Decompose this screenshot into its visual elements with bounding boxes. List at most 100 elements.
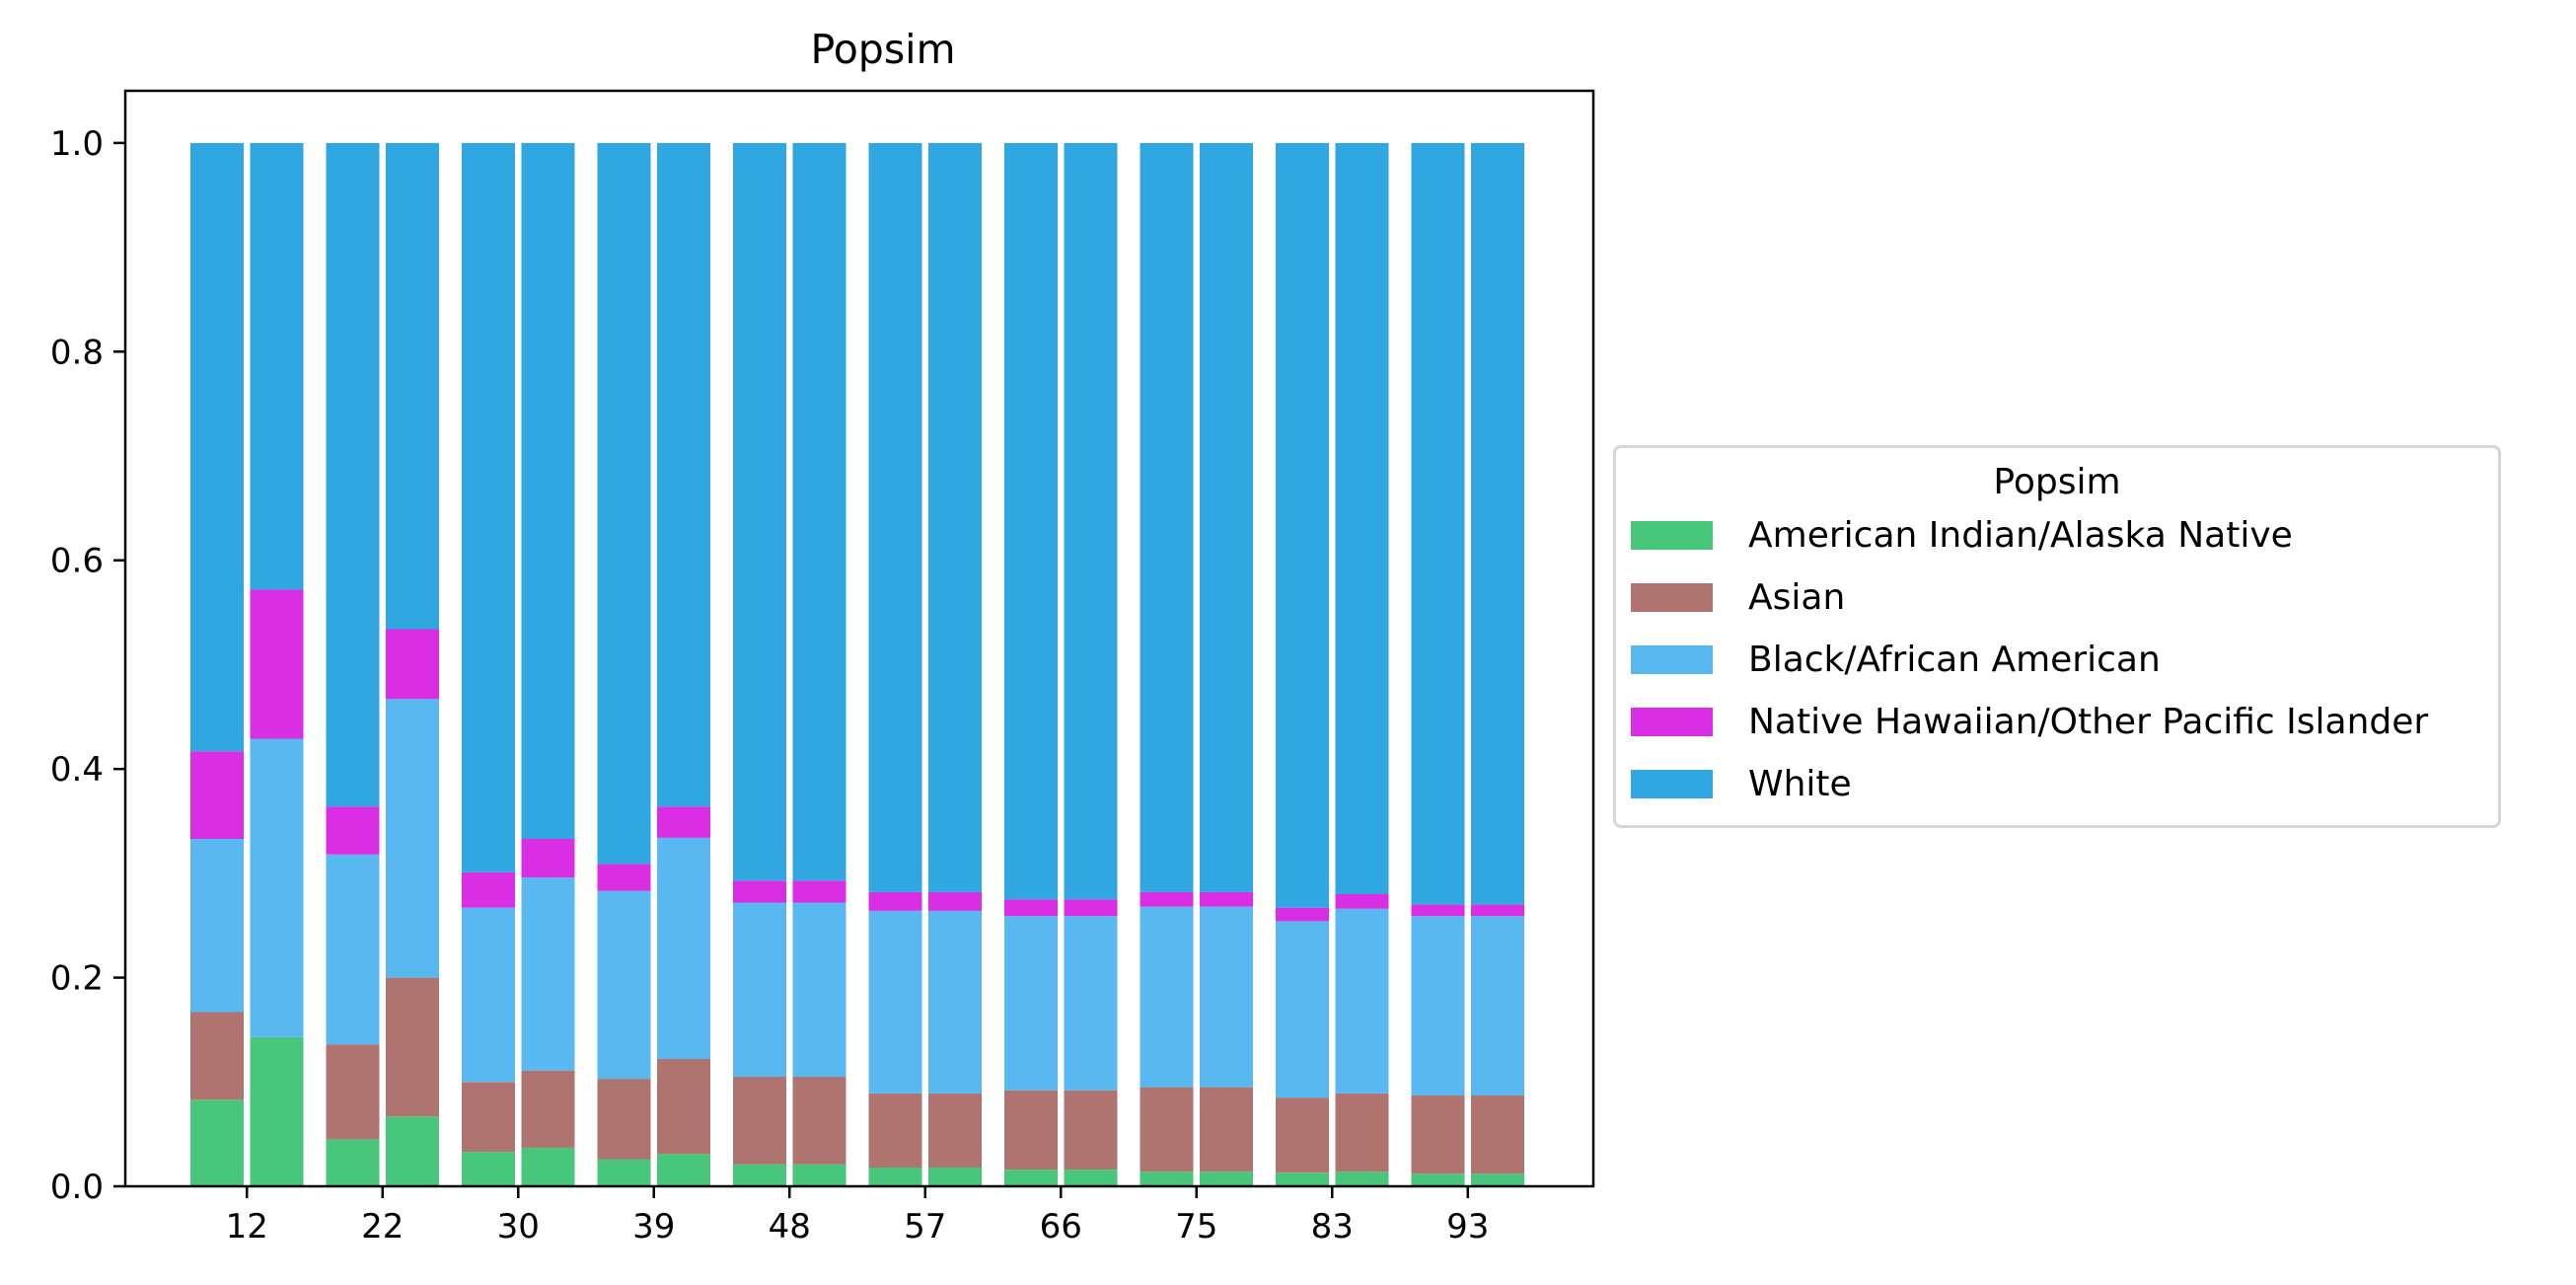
bar-segment-15-series-4 (1200, 142, 1253, 892)
bar-segment-9-series-2 (792, 902, 846, 1077)
bar-segment-2-series-2 (326, 854, 380, 1045)
y-tick-label: 1.0 (50, 124, 104, 164)
bar-segment-0-series-2 (190, 839, 244, 1013)
bar-segment-17-series-2 (1335, 908, 1389, 1094)
bar-segment-14-series-4 (1140, 142, 1194, 892)
bar-segment-14-series-2 (1140, 906, 1194, 1088)
legend-swatch (1631, 582, 1713, 612)
bar-segment-5-series-2 (521, 877, 575, 1071)
bar-segment-9-series-1 (792, 1077, 846, 1165)
bar-segment-9-series-3 (792, 880, 846, 903)
legend-item: American Indian/Alaska Native (1631, 511, 2293, 559)
bar-segment-6-series-3 (597, 864, 651, 891)
y-tick-label: 0.6 (50, 542, 104, 581)
x-tick-label: 22 (361, 1207, 404, 1247)
bar-segment-15-series-3 (1200, 891, 1253, 907)
bar-segment-5-series-3 (521, 839, 575, 878)
bar-segment-12-series-0 (1004, 1170, 1058, 1186)
bar-segment-19-series-2 (1471, 916, 1524, 1096)
x-tick-label: 83 (1311, 1207, 1354, 1247)
bar-segment-17-series-0 (1335, 1172, 1389, 1186)
bar-segment-2-series-4 (326, 142, 380, 807)
bar-segment-1-series-0 (250, 1036, 304, 1186)
bar-segment-19-series-3 (1471, 904, 1524, 917)
bar-segment-6-series-1 (597, 1079, 651, 1160)
bar-segment-17-series-4 (1335, 142, 1389, 894)
bar-segment-8-series-3 (733, 880, 786, 903)
bar-segment-11-series-3 (928, 891, 982, 911)
bar-segment-1-series-2 (250, 738, 304, 1037)
bar-segment-14-series-0 (1140, 1172, 1194, 1186)
bar-segment-10-series-1 (868, 1093, 922, 1168)
legend: Popsim American Indian/Alaska Native Asia… (1613, 445, 2501, 828)
bar-segment-17-series-1 (1335, 1093, 1389, 1172)
x-tick-label: 48 (769, 1207, 811, 1247)
bar-segment-3-series-4 (386, 142, 439, 630)
bar-segment-19-series-0 (1471, 1173, 1524, 1186)
legend-label: White (1748, 763, 1852, 804)
legend-title: Popsim (1993, 462, 2121, 502)
bar-segment-15-series-0 (1200, 1172, 1253, 1186)
bar-segment-5-series-4 (521, 142, 575, 839)
bar-segment-0-series-3 (190, 751, 244, 839)
bar-segment-2-series-1 (326, 1044, 380, 1140)
y-tick-label: 0.2 (50, 959, 104, 999)
legend-swatch (1631, 769, 1713, 798)
y-tick-label: 0.8 (50, 333, 104, 372)
bar-segment-7-series-2 (657, 837, 710, 1059)
bar-segment-7-series-3 (657, 806, 710, 838)
bar-segment-4-series-0 (462, 1152, 515, 1186)
bar-segment-16-series-2 (1276, 921, 1329, 1098)
chart-title: Popsim (810, 26, 955, 73)
bar-segment-12-series-3 (1004, 899, 1058, 917)
bar-segment-16-series-0 (1276, 1172, 1329, 1186)
bar-segment-3-series-2 (386, 699, 439, 978)
bar-segment-7-series-4 (657, 142, 710, 807)
bar-segment-9-series-0 (792, 1164, 846, 1186)
bar-segment-6-series-2 (597, 890, 651, 1080)
bar-segment-18-series-1 (1411, 1096, 1465, 1174)
legend-item: Native Hawaiian/Other Pacific Islander (1631, 698, 2428, 745)
x-tick-label: 12 (226, 1207, 268, 1247)
legend-swatch (1631, 644, 1713, 674)
legend-item: White (1631, 760, 1852, 807)
legend-swatch (1631, 520, 1713, 550)
bar-segment-3-series-1 (386, 977, 439, 1117)
bar-segment-12-series-2 (1004, 916, 1058, 1091)
bar-segment-14-series-3 (1140, 891, 1194, 907)
bar-segment-12-series-4 (1004, 142, 1058, 900)
bar-segment-11-series-4 (928, 142, 982, 892)
bar-segment-3-series-0 (386, 1116, 439, 1186)
bar-segment-16-series-4 (1276, 142, 1329, 908)
bar-segment-7-series-1 (657, 1059, 710, 1155)
bar-segment-4-series-4 (462, 142, 515, 872)
bar-segment-15-series-2 (1200, 906, 1253, 1088)
bar-segment-8-series-2 (733, 902, 786, 1077)
bar-segment-13-series-4 (1064, 142, 1118, 900)
legend-label: Asian (1748, 576, 1846, 618)
legend-label: American Indian/Alaska Native (1748, 514, 2293, 556)
bar-segment-10-series-3 (868, 891, 922, 911)
bar-segment-4-series-1 (462, 1082, 515, 1153)
bar-segment-18-series-4 (1411, 142, 1465, 905)
y-tick-label: 0.4 (50, 750, 104, 790)
bar-segment-3-series-3 (386, 629, 439, 700)
x-axis: 12 22 30 39 48 57 66 75 83 93 (226, 1186, 1489, 1247)
bar-segment-8-series-4 (733, 142, 786, 881)
legend-label: Native Hawaiian/Other Pacific Islander (1748, 701, 2429, 742)
bar-segment-18-series-3 (1411, 904, 1465, 917)
bar-segment-19-series-1 (1471, 1096, 1524, 1174)
bar-segment-7-series-0 (657, 1154, 710, 1186)
y-tick-label: 0.0 (50, 1168, 104, 1207)
x-tick-label: 66 (1040, 1207, 1082, 1247)
bar-segment-5-series-1 (521, 1070, 575, 1148)
bar-segment-12-series-1 (1004, 1090, 1058, 1170)
bar-segment-0-series-4 (190, 142, 244, 752)
bar-segment-4-series-2 (462, 907, 515, 1083)
bar-segment-13-series-3 (1064, 899, 1118, 917)
bar-segment-17-series-3 (1335, 894, 1389, 909)
bar-segment-6-series-0 (597, 1159, 651, 1186)
legend-swatch (1631, 707, 1713, 736)
bar-segment-8-series-0 (733, 1164, 786, 1186)
